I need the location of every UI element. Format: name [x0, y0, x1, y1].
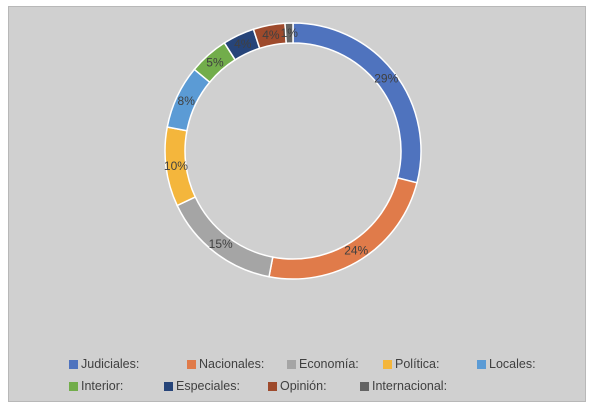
legend-item-interior: Interior:	[69, 379, 164, 393]
legend-label: Opinión:	[280, 379, 327, 393]
legend-label: Judiciales:	[81, 357, 140, 371]
slice-nacionales	[268, 176, 418, 280]
legend-item-politica: Política:	[383, 357, 477, 371]
legend-swatch	[477, 359, 486, 369]
chart-area: 29% 24% 15% 10% 8% 5% 4% 4% 1% Judiciales: Nacion…	[8, 6, 586, 402]
legend-swatch	[69, 381, 78, 391]
data-label-internacional: 1%	[281, 26, 299, 40]
legend-item-locales: Locales:	[477, 357, 557, 371]
slice-internacional	[284, 22, 294, 45]
data-label-opinion: 4%	[262, 28, 280, 42]
legend-item-economia: Economía:	[287, 357, 383, 371]
legend-item-internacional: Internacional:	[360, 379, 480, 393]
data-label-judiciales: 29%	[374, 72, 398, 86]
legend-label: Especiales:	[176, 379, 240, 393]
legend-label: Interior:	[81, 379, 124, 393]
data-label-locales: 8%	[178, 94, 196, 108]
legend-label: Nacionales:	[199, 357, 265, 371]
legend-swatch	[360, 381, 369, 391]
legend-row-1: Judiciales: Nacionales: Economía: Política:…	[69, 353, 569, 375]
legend-item-nacionales: Nacionales:	[187, 357, 287, 371]
legend-swatch	[287, 359, 296, 369]
legend-item-especiales: Especiales:	[164, 379, 268, 393]
legend-swatch	[383, 359, 392, 369]
legend-row-2: Interior: Especiales: Opinión: Internaciona…	[69, 375, 569, 397]
legend: Judiciales: Nacionales: Economía: Política:…	[69, 353, 569, 397]
data-label-especiales: 4%	[234, 37, 252, 51]
legend-item-judiciales: Judiciales:	[69, 357, 187, 371]
data-label-nacionales: 24%	[344, 244, 368, 258]
legend-swatch	[187, 359, 196, 369]
legend-label: Locales:	[489, 357, 536, 371]
legend-label: Economía:	[299, 357, 359, 371]
data-label-economia: 15%	[209, 237, 233, 251]
legend-item-opinion: Opinión:	[268, 379, 360, 393]
legend-swatch	[164, 381, 173, 391]
legend-label: Internacional:	[372, 379, 448, 393]
legend-swatch	[268, 381, 277, 391]
legend-label: Política:	[395, 357, 440, 371]
legend-swatch	[69, 359, 78, 369]
slice-judiciales	[292, 22, 422, 184]
donut-chart: 29%24%15%10%8%5%4%4% 1%	[164, 22, 422, 280]
data-label-interior: 5%	[206, 55, 224, 69]
data-label-politica: 10%	[164, 159, 188, 173]
